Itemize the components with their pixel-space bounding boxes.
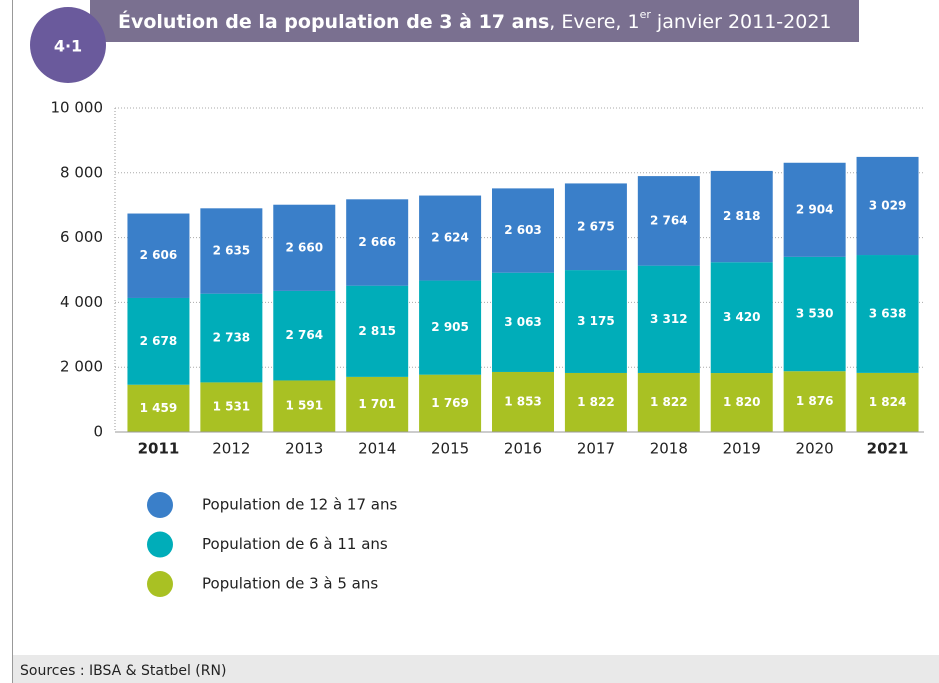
- bar-segment: [200, 293, 263, 383]
- data-label: 2 603: [504, 223, 542, 237]
- bar-segment: [346, 199, 409, 286]
- data-label: 1 876: [796, 394, 834, 408]
- bar-segment: [492, 371, 554, 432]
- data-label: 2 764: [650, 213, 688, 227]
- x-tick-label: 2014: [358, 440, 396, 458]
- data-label: 2 666: [358, 235, 396, 249]
- y-tick-label: 0: [93, 423, 103, 441]
- y-tick-label: 8 000: [60, 163, 103, 181]
- data-label: 2 764: [285, 328, 323, 342]
- legend-label: Population de 3 à 5 ans: [202, 575, 378, 593]
- bar-segment: [127, 384, 190, 432]
- data-label: 1 591: [285, 399, 323, 413]
- x-tick-label: 2015: [431, 440, 469, 458]
- x-tick-label: 2020: [796, 440, 834, 458]
- y-tick-label: 4 000: [60, 293, 103, 311]
- header-band: [90, 0, 859, 42]
- data-label: 1 820: [723, 395, 761, 409]
- data-label: 2 678: [140, 334, 178, 348]
- source: Sources : IBSA & Statbel (RN): [20, 663, 226, 679]
- data-label: 1 769: [431, 396, 469, 410]
- footer-band: [13, 655, 939, 683]
- bar-segment: [564, 183, 627, 271]
- data-label: 3 530: [796, 307, 834, 321]
- bar-segment: [710, 170, 773, 263]
- x-tick-label: 2021: [867, 440, 909, 458]
- bar-segment: [637, 265, 700, 373]
- bar-segment: [637, 176, 700, 266]
- badge: [30, 7, 106, 83]
- bar-segment: [710, 373, 773, 432]
- bar-segment: [564, 372, 627, 432]
- bar-segment: [637, 372, 700, 432]
- x-tick-label: 2016: [504, 440, 542, 458]
- data-label: 3 029: [869, 198, 907, 212]
- bar-segment: [127, 297, 190, 385]
- bar-segment: [783, 256, 846, 372]
- data-label: 2 624: [431, 231, 469, 245]
- data-label: 2 905: [431, 320, 469, 334]
- data-label: 3 063: [504, 315, 542, 329]
- data-label: 1 459: [140, 401, 178, 415]
- data-label: 1 822: [577, 395, 615, 409]
- bar-segment: [419, 195, 482, 281]
- data-label: 2 675: [577, 219, 615, 233]
- data-label: 2 818: [723, 209, 761, 223]
- data-label: 3 312: [650, 312, 688, 326]
- data-label: 1 853: [504, 394, 542, 408]
- bar-segment: [783, 371, 846, 432]
- x-tick-label: 2018: [650, 440, 688, 458]
- data-label: 3 175: [577, 314, 615, 328]
- x-tick-label: 2011: [138, 440, 180, 458]
- y-tick-label: 6 000: [60, 228, 103, 246]
- bar-segment: [346, 285, 409, 377]
- badge-label: 4·1: [54, 37, 82, 56]
- bar-segment: [492, 272, 554, 372]
- bar-segment: [419, 280, 482, 375]
- data-label: 2 738: [213, 331, 251, 345]
- bar-segment: [200, 382, 263, 432]
- bar-segment: [710, 262, 773, 374]
- bar-segment: [346, 376, 409, 432]
- x-tick-label: 2019: [723, 440, 761, 458]
- bar-segment: [419, 374, 482, 432]
- data-label: 1 701: [358, 397, 396, 411]
- bar-segment: [127, 213, 190, 298]
- y-tick-label: 2 000: [60, 358, 103, 376]
- data-label: 1 531: [213, 400, 251, 414]
- data-label: 2 606: [140, 248, 178, 262]
- data-label: 3 420: [723, 310, 761, 324]
- bar-segment: [856, 255, 919, 373]
- bar-segment: [273, 204, 336, 291]
- bar-segment: [856, 372, 919, 432]
- data-label: 1 824: [869, 395, 907, 409]
- data-label: 2 660: [285, 240, 323, 254]
- data-label: 3 638: [869, 306, 907, 320]
- data-label: 1 822: [650, 395, 688, 409]
- bar-segment: [783, 162, 846, 257]
- x-tick-label: 2012: [212, 440, 250, 458]
- bar-segment: [564, 270, 627, 373]
- data-label: 2 904: [796, 202, 834, 216]
- y-tick-label: 10 000: [51, 99, 104, 117]
- x-tick-label: 2013: [285, 440, 323, 458]
- legend-label: Population de 6 à 11 ans: [202, 535, 388, 553]
- x-tick-label: 2017: [577, 440, 615, 458]
- bar-segment: [200, 208, 263, 294]
- legend-marker: [147, 531, 173, 558]
- data-label: 2 635: [213, 243, 251, 257]
- data-label: 2 815: [358, 324, 396, 338]
- legend-marker: [147, 492, 173, 518]
- legend-marker: [147, 571, 173, 597]
- chart-title: Évolution de la population de 3 à 17 ans…: [118, 8, 832, 33]
- bar-segment: [492, 188, 554, 273]
- legend-label: Population de 12 à 17 ans: [202, 496, 397, 514]
- bar-segment: [273, 380, 336, 432]
- bar-segment: [856, 156, 919, 256]
- bar-segment: [273, 290, 336, 381]
